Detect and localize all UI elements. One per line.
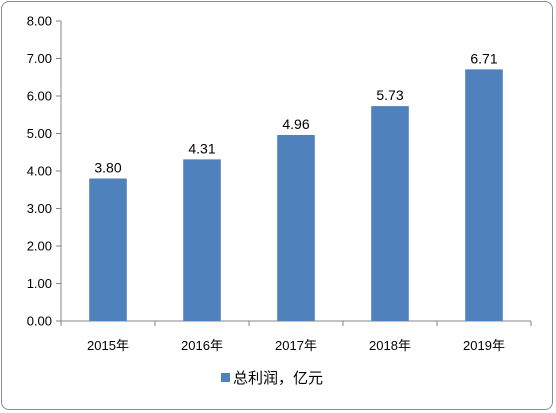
x-tick-label: 2017年 xyxy=(275,338,317,353)
data-label: 4.96 xyxy=(282,116,309,132)
y-tick-label: 6.00 xyxy=(27,89,52,104)
bars xyxy=(89,69,503,321)
y-tick-label: 5.00 xyxy=(27,126,52,141)
x-tick-label: 2018年 xyxy=(369,338,411,353)
y-tick-label: 8.00 xyxy=(27,14,52,29)
y-tick-label: 2.00 xyxy=(27,239,52,254)
bar xyxy=(277,135,315,321)
y-tick-label: 7.00 xyxy=(27,51,52,66)
bar xyxy=(183,159,221,321)
legend: 总利润，亿元 xyxy=(221,370,323,387)
legend-label: 总利润，亿元 xyxy=(233,370,323,387)
y-axis: 0.00 1.00 2.00 3.00 4.00 5.00 6.00 7.00 8.00 xyxy=(27,14,62,329)
y-tick-label: 3.00 xyxy=(27,201,52,216)
data-labels: 3.80 4.31 4.96 5.73 6.71 xyxy=(94,50,497,175)
y-tick-label: 0.00 xyxy=(27,314,52,329)
legend-swatch xyxy=(221,373,230,382)
y-tick-label: 4.00 xyxy=(27,164,52,179)
x-axis: 2015年 2016年 2017年 2018年 2019年 xyxy=(60,320,532,353)
bar xyxy=(89,178,127,321)
x-tick-label: 2015年 xyxy=(87,338,129,353)
data-label: 3.80 xyxy=(94,160,121,176)
data-label: 6.71 xyxy=(470,50,497,66)
x-tick-label: 2016年 xyxy=(181,338,223,353)
data-label: 5.73 xyxy=(376,87,403,103)
bar xyxy=(465,69,503,321)
x-tick-label: 2019年 xyxy=(463,338,505,353)
bar xyxy=(371,106,409,321)
y-tick-label: 1.00 xyxy=(27,276,52,291)
data-label: 4.31 xyxy=(188,140,215,156)
